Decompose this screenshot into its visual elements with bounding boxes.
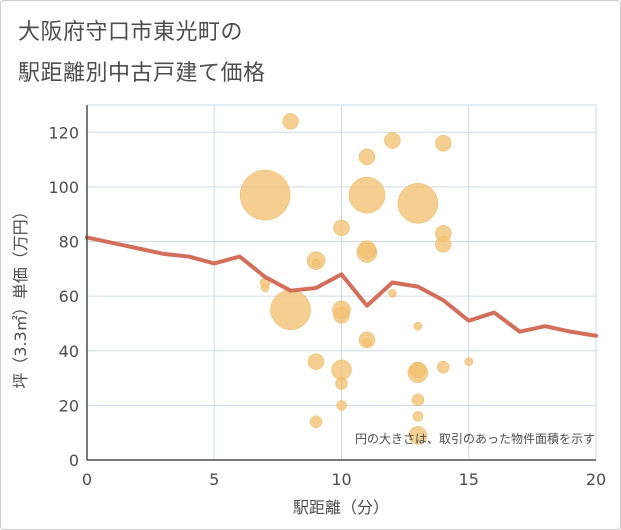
bubble-point <box>333 219 350 237</box>
size-note: 円の大きさは、取引のあった物件面積を示す <box>355 431 595 446</box>
bubble-point <box>311 259 321 268</box>
chart-title-line1: 大阪府守口市東光町の <box>18 20 244 45</box>
y-tick-label: 40 <box>59 342 79 361</box>
y-tick-label: 0 <box>69 451 79 470</box>
bubble-point <box>408 426 428 445</box>
x-tick-label: 15 <box>459 470 479 489</box>
x-tick-label: 0 <box>82 470 92 489</box>
x-axis-label: 駅距離（分） <box>293 498 389 517</box>
bubble-point <box>336 400 347 411</box>
bubble-point <box>384 132 401 149</box>
y-tick-label: 100 <box>48 178 79 197</box>
bubble-point <box>270 289 311 331</box>
bubble-point <box>358 148 376 166</box>
bubble-point <box>397 183 439 224</box>
y-tick-label: 80 <box>59 233 79 252</box>
axes: 0 5 10 15 20 0 20 40 60 80 100 120 <box>48 105 606 489</box>
bubble-point <box>260 283 270 293</box>
y-axis-label: 坪（3.3㎡）単価（万円） <box>11 203 30 388</box>
bubble-point <box>282 113 299 130</box>
bubble-point <box>335 377 348 390</box>
y-tick-label: 120 <box>48 123 79 142</box>
bubble-point <box>333 307 350 324</box>
average-line-layer <box>85 235 598 338</box>
bubble-point <box>411 393 425 407</box>
x-tick-label: 5 <box>209 470 219 489</box>
bubble-point <box>464 357 473 366</box>
bubble-point <box>309 415 323 429</box>
bubble-point <box>239 169 291 221</box>
bubble-point <box>437 360 450 374</box>
average-price-line <box>85 235 598 338</box>
bubble-point <box>348 176 386 214</box>
y-tick-label: 60 <box>59 287 79 306</box>
chart-title-line2: 駅距離別中古戸建て価格 <box>18 61 266 86</box>
y-tick-label: 20 <box>59 396 79 415</box>
bubble-layer <box>239 113 473 445</box>
x-tick-label: 20 <box>586 470 606 489</box>
bubble-point <box>388 289 397 298</box>
bubble-point <box>331 359 352 381</box>
x-tick-label: 10 <box>331 470 351 489</box>
bubble-point <box>357 240 377 259</box>
bubble-point <box>307 353 325 370</box>
bubble-point <box>435 236 452 253</box>
bubble-point <box>412 411 424 422</box>
bubble-point <box>362 338 372 347</box>
bubble-point <box>409 361 427 379</box>
bubble-point <box>413 321 423 331</box>
bubble-point <box>435 134 452 152</box>
